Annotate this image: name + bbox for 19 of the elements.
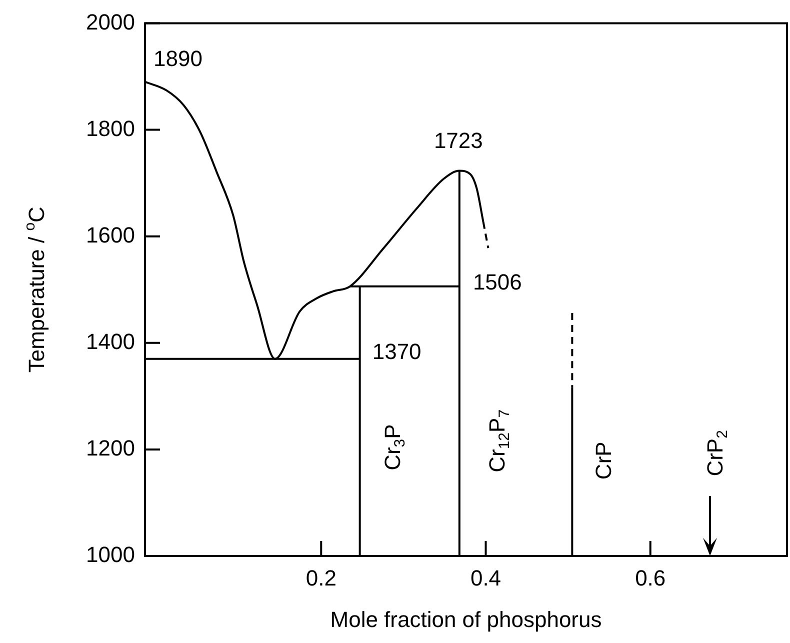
- x-tick-label: 0.6: [635, 565, 666, 590]
- annotation: 1890: [154, 46, 202, 71]
- annotation: CrP: [591, 442, 616, 480]
- y-tick-label: 2000: [86, 9, 135, 34]
- y-axis-title: Temperature / oC: [21, 206, 50, 373]
- y-tick-label: 1600: [86, 222, 135, 248]
- annotation: CrP2: [702, 430, 732, 476]
- y-tick-label: 1000: [86, 542, 135, 568]
- annotation: 1370: [372, 338, 422, 364]
- y-tick-label: 1200: [86, 436, 135, 461]
- annotation: Cr3P: [380, 424, 409, 470]
- x-tick-label: 0.4: [470, 565, 502, 590]
- y-tick-label: 1400: [86, 328, 135, 354]
- y-tick-label: 1800: [86, 116, 135, 141]
- x-axis-title: Mole fraction of phosphorus: [330, 607, 602, 632]
- annotation: 1506: [472, 269, 522, 294]
- x-tick-label: 0.2: [306, 565, 336, 590]
- annotation: 1723: [434, 128, 483, 153]
- annotation: Cr12P7: [484, 409, 514, 472]
